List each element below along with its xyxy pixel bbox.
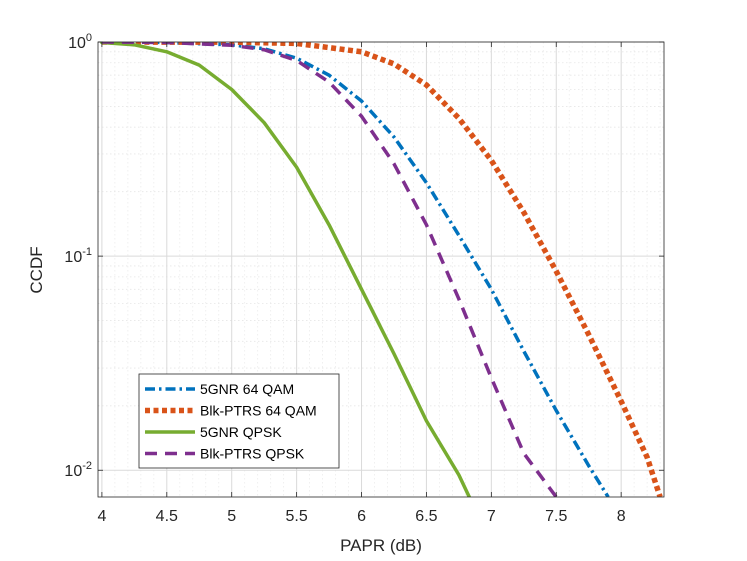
x-tick-label: 5 (227, 508, 236, 525)
y-tick-label: 10-2 (64, 460, 92, 480)
x-axis-label: PAPR (dB) (340, 536, 422, 555)
x-tick-label: 4.5 (156, 508, 178, 525)
legend: 5GNR 64 QAM Blk-PTRS 64 QAM 5GNR QPSK Blk-P… (138, 373, 340, 469)
series-line-2 (101, 42, 663, 497)
series-line-3 (100, 42, 472, 497)
y-axis: 100 10-1 10-2 (64, 32, 664, 480)
x-tick-label: 5.5 (285, 508, 307, 525)
y-tick-label: 100 (68, 32, 92, 52)
x-tick-label: 8 (617, 508, 626, 525)
y-axis-label: CCDF (27, 246, 46, 293)
plot-frame (97, 41, 665, 498)
legend-label-3: 5GNR QPSK (200, 424, 282, 440)
x-tick-label: 6.5 (415, 508, 437, 525)
x-tick-label: 6 (357, 508, 366, 525)
legend-label-1: 5GNR 64 QAM (200, 381, 294, 397)
legend-label-2: Blk-PTRS 64 QAM (200, 403, 317, 419)
x-tick-label: 7 (487, 508, 496, 525)
legend-label-4: Blk-PTRS QPSK (200, 446, 305, 462)
x-axis: 4 4.5 5 5.5 6 6.5 7 7.5 8 (97, 42, 626, 525)
series-line-1 (101, 42, 610, 497)
y-tick-label: 10-1 (64, 246, 92, 266)
x-tick-label: 7.5 (545, 508, 567, 525)
x-tick-label: 4 (97, 508, 106, 525)
